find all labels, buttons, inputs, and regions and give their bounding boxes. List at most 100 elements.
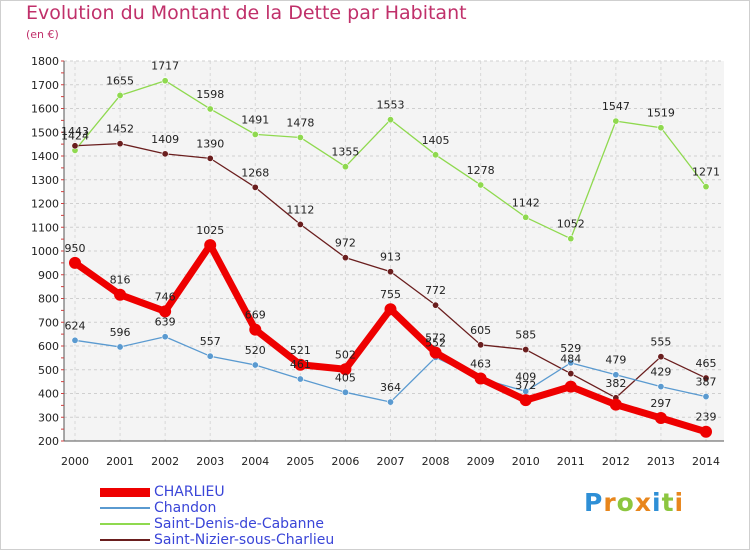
data-label: 816 bbox=[110, 274, 131, 287]
data-point bbox=[71, 336, 79, 344]
data-label: 1142 bbox=[512, 196, 540, 209]
data-point bbox=[700, 425, 712, 438]
data-point bbox=[341, 254, 349, 262]
y-tick-label: 1000 bbox=[31, 245, 59, 258]
y-tick-label: 500 bbox=[38, 364, 59, 377]
data-label: 529 bbox=[560, 342, 581, 355]
x-tick-label: 2006 bbox=[331, 455, 359, 468]
logo-letter: t bbox=[661, 488, 675, 517]
data-point bbox=[702, 393, 710, 401]
logo-letter: i bbox=[652, 488, 662, 517]
data-point bbox=[432, 151, 440, 159]
legend-item: Saint-Nizier-sous-Charlieu bbox=[100, 532, 334, 548]
data-point bbox=[474, 372, 487, 385]
data-point bbox=[386, 116, 394, 124]
x-tick-label: 2004 bbox=[241, 455, 269, 468]
data-point bbox=[251, 361, 259, 369]
data-point bbox=[296, 375, 304, 383]
data-point bbox=[341, 163, 349, 171]
y-tick-label: 1400 bbox=[31, 150, 59, 163]
data-label: 1717 bbox=[151, 60, 179, 73]
data-point bbox=[386, 398, 394, 406]
data-label: 479 bbox=[605, 354, 626, 367]
y-tick-label: 1500 bbox=[31, 126, 59, 139]
data-point bbox=[294, 358, 307, 371]
data-point bbox=[567, 359, 575, 367]
legend-swatch bbox=[100, 487, 150, 497]
data-point bbox=[296, 220, 304, 228]
x-tick-label: 2001 bbox=[106, 455, 134, 468]
x-tick-label: 2014 bbox=[692, 455, 720, 468]
data-label: 461 bbox=[290, 358, 311, 371]
data-label: 555 bbox=[650, 336, 671, 349]
data-point bbox=[522, 346, 530, 354]
logo-letter: r bbox=[603, 488, 617, 517]
y-tick-label: 900 bbox=[38, 269, 59, 282]
data-point bbox=[204, 239, 217, 252]
y-tick-label: 1200 bbox=[31, 198, 59, 211]
data-label: 1355 bbox=[331, 146, 359, 159]
data-point bbox=[116, 343, 124, 351]
data-label: 639 bbox=[155, 316, 176, 329]
x-tick-label: 2007 bbox=[377, 455, 405, 468]
data-point bbox=[609, 398, 622, 411]
data-point bbox=[114, 288, 127, 301]
y-tick-label: 800 bbox=[38, 293, 59, 306]
legend-label: Saint-Nizier-sous-Charlieu bbox=[154, 532, 335, 548]
logo-letter: P bbox=[584, 488, 604, 517]
data-point bbox=[522, 213, 530, 221]
data-label: 1547 bbox=[602, 100, 630, 113]
data-label: 1112 bbox=[286, 203, 314, 216]
data-label: 372 bbox=[515, 379, 536, 392]
data-label: 387 bbox=[696, 376, 717, 389]
data-point bbox=[429, 346, 442, 359]
data-label: 484 bbox=[560, 353, 581, 366]
data-point bbox=[477, 341, 485, 349]
data-label: 409 bbox=[515, 370, 536, 383]
data-label: 557 bbox=[200, 335, 221, 348]
data-point bbox=[251, 130, 259, 138]
x-tick-label: 2003 bbox=[196, 455, 224, 468]
data-point bbox=[477, 181, 485, 189]
data-label: 463 bbox=[470, 358, 491, 371]
legend-item: CHARLIEU bbox=[100, 484, 334, 500]
y-tick-label: 1800 bbox=[31, 55, 59, 68]
data-label: 1025 bbox=[196, 224, 224, 237]
data-label: 1271 bbox=[692, 166, 720, 179]
data-point bbox=[519, 394, 532, 407]
data-point bbox=[116, 91, 124, 99]
data-point bbox=[161, 333, 169, 341]
data-label: 772 bbox=[425, 284, 446, 297]
data-point bbox=[564, 380, 577, 393]
data-point bbox=[339, 363, 352, 376]
data-point bbox=[657, 124, 665, 132]
data-point bbox=[386, 268, 394, 276]
data-point bbox=[432, 301, 440, 309]
data-label: 552 bbox=[425, 336, 446, 349]
data-point bbox=[657, 353, 665, 361]
data-point bbox=[296, 133, 304, 141]
data-label: 913 bbox=[380, 251, 401, 264]
y-tick-label: 1300 bbox=[31, 174, 59, 187]
data-point bbox=[159, 305, 172, 318]
data-label: 746 bbox=[155, 290, 176, 303]
x-tick-label: 2008 bbox=[422, 455, 450, 468]
data-label: 465 bbox=[696, 357, 717, 370]
data-label: 382 bbox=[605, 377, 626, 390]
data-point bbox=[341, 388, 349, 396]
legend-item: Chandon bbox=[100, 500, 334, 516]
data-label: 1553 bbox=[377, 99, 405, 112]
data-point bbox=[161, 77, 169, 85]
data-label: 972 bbox=[335, 237, 356, 250]
data-point bbox=[567, 235, 575, 243]
data-label: 520 bbox=[245, 344, 266, 357]
y-tick-label: 300 bbox=[38, 411, 59, 424]
data-point bbox=[702, 183, 710, 191]
logo-letter: x bbox=[634, 488, 652, 517]
data-point bbox=[69, 256, 81, 269]
data-label: 1405 bbox=[422, 134, 450, 147]
line-chart: 200 300 400 500 600 700 800 900 1000 1100 1200 1300… bbox=[31, 55, 724, 468]
data-label: 1409 bbox=[151, 133, 179, 146]
y-tick-label: 1700 bbox=[31, 79, 59, 92]
data-label: 1052 bbox=[557, 218, 585, 231]
